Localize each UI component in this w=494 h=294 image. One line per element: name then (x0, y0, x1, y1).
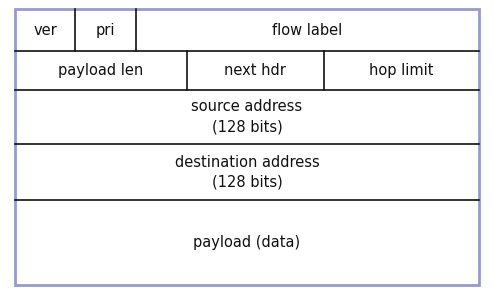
Text: payload (data): payload (data) (194, 235, 300, 250)
Text: destination address
(128 bits): destination address (128 bits) (174, 155, 320, 189)
Text: payload len: payload len (58, 63, 143, 78)
Text: next hdr: next hdr (224, 63, 286, 78)
Text: pri: pri (96, 23, 115, 38)
Text: ver: ver (33, 23, 57, 38)
Text: hop limit: hop limit (369, 63, 434, 78)
Text: flow label: flow label (272, 23, 342, 38)
Text: source address
(128 bits): source address (128 bits) (192, 99, 302, 134)
